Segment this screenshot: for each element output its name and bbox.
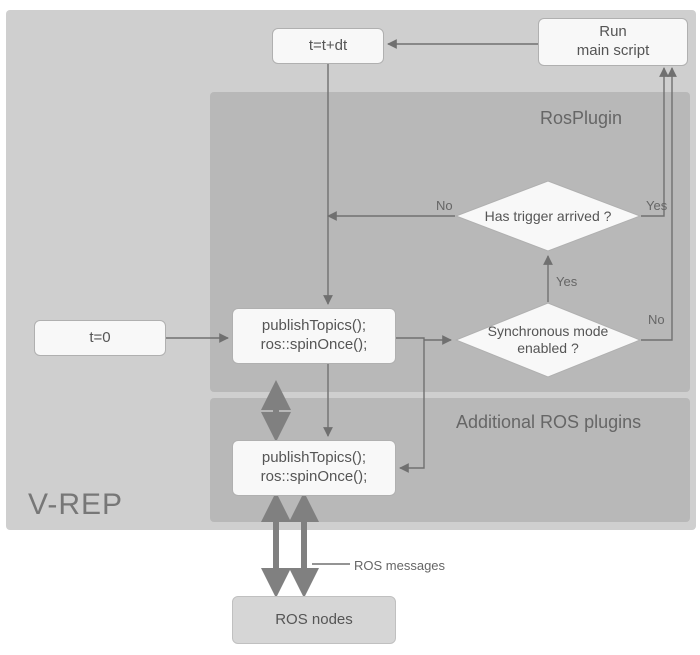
node-pub2: publishTopics(); ros::spinOnce(); (232, 440, 396, 496)
edge-label-syncNo: No (648, 312, 665, 327)
decision-trigger: Has trigger arrived ? (455, 180, 641, 252)
edge-label-syncYes: Yes (556, 274, 577, 289)
edge-label-triggerNo: No (436, 198, 453, 213)
edge-label-triggerYes: Yes (646, 198, 667, 213)
additional-plugins-label: Additional ROS plugins (456, 412, 641, 433)
edge-label-rosmsg: ROS messages (354, 558, 445, 573)
node-tdt: t=t+dt (272, 28, 384, 64)
node-run: Run main script (538, 18, 688, 66)
decision-sync: Synchronous mode enabled ? (455, 302, 641, 378)
node-t0: t=0 (34, 320, 166, 356)
node-pub1: publishTopics(); ros::spinOnce(); (232, 308, 396, 364)
vrep-label: V-REP (28, 488, 123, 522)
node-rosnodes: ROS nodes (232, 596, 396, 644)
rosplugin-label: RosPlugin (540, 108, 622, 129)
